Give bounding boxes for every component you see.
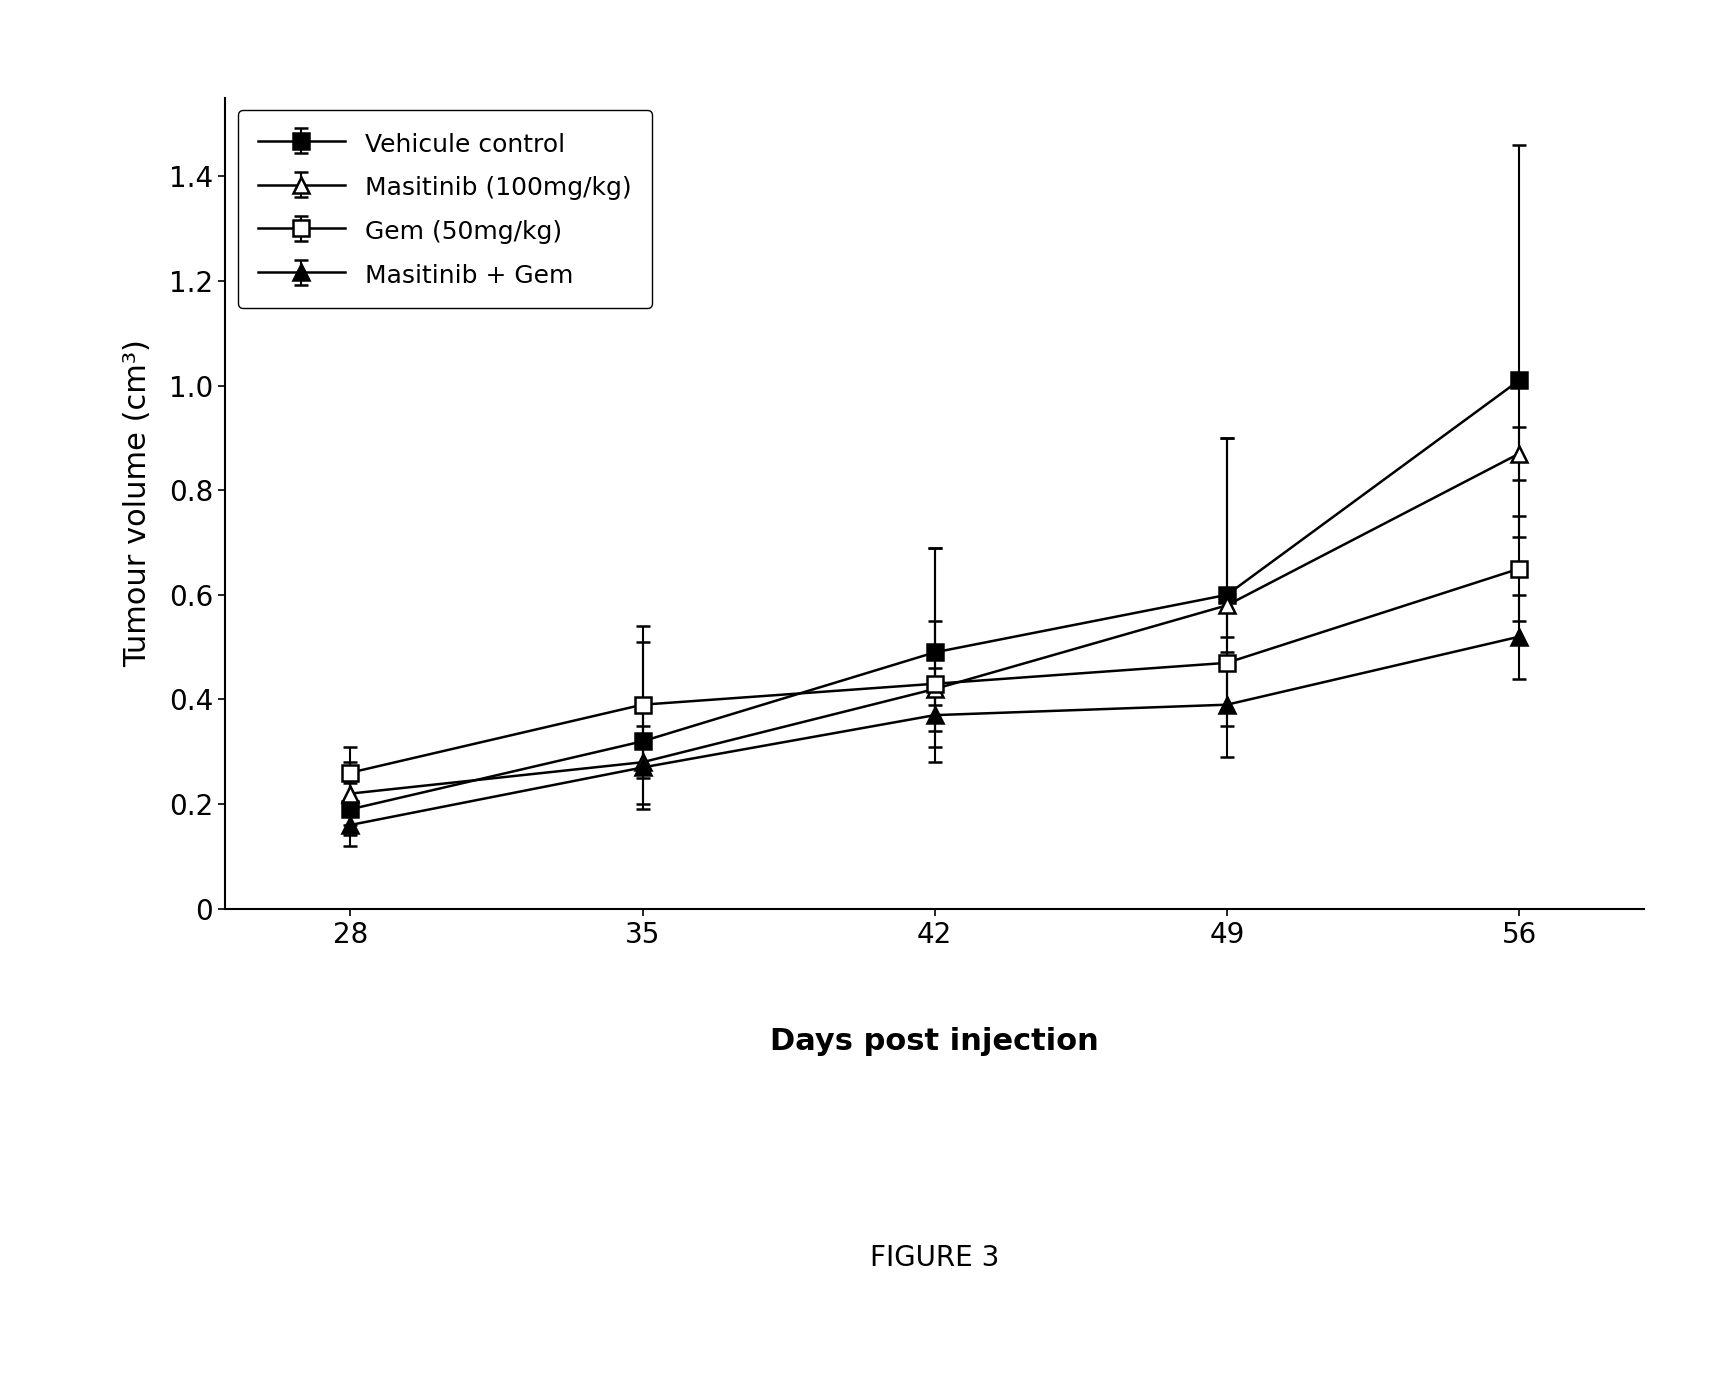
Text: Days post injection: Days post injection: [770, 1028, 1099, 1055]
Text: FIGURE 3: FIGURE 3: [870, 1244, 998, 1272]
Legend: Vehicule control, Masitinib (100mg/kg), Gem (50mg/kg), Masitinib + Gem: Vehicule control, Masitinib (100mg/kg), …: [237, 110, 650, 308]
Y-axis label: Tumour volume (cm³): Tumour volume (cm³): [123, 340, 152, 667]
